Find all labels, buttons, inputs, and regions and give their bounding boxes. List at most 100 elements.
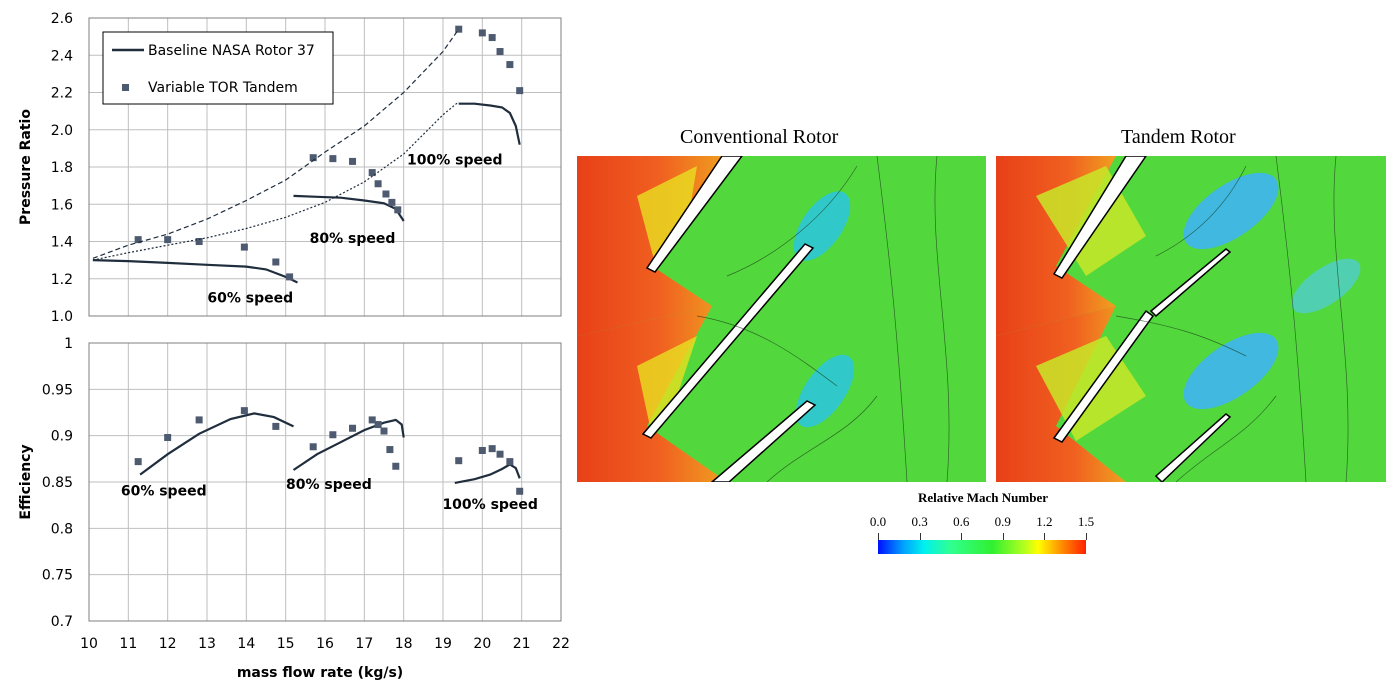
data-point: [349, 424, 357, 432]
y-axis-label: Pressure Ratio: [18, 109, 34, 225]
x-tick-label: 11: [119, 636, 137, 652]
colorbar-tick-mark: [919, 533, 921, 540]
contour-lines: [696, 156, 950, 482]
legend-box: [102, 31, 334, 105]
trend-line-dotted: [92, 101, 460, 261]
blade: [1154, 413, 1232, 482]
low-mach-region: [793, 191, 851, 261]
data-point: [349, 157, 357, 165]
data-point: [134, 236, 142, 244]
speed-annotation: 100% speed: [407, 153, 503, 169]
data-point: [309, 154, 317, 162]
conventional-rotor-title: Conventional Rotor: [680, 126, 839, 148]
data-point: [516, 87, 524, 95]
conventional-rotor-contour: [577, 156, 986, 482]
series-line: [454, 463, 521, 484]
y-tick-label: 2.2: [51, 86, 73, 102]
low-mach-region: [1291, 258, 1361, 314]
data-point: [380, 427, 388, 435]
blade: [1052, 156, 1147, 279]
series-line: [92, 259, 298, 284]
data-point: [394, 206, 402, 214]
x-tick-label: 13: [198, 636, 216, 652]
data-point: [164, 236, 172, 244]
y-tick-label: 1.4: [51, 235, 73, 251]
colorbar-tick-label: 0.6: [953, 514, 970, 529]
y-tick-label: 1.8: [51, 160, 73, 176]
y-tick-label: 1: [64, 336, 73, 352]
y-tick-label: 1.6: [51, 197, 73, 213]
data-point: [374, 421, 382, 429]
data-point: [272, 422, 280, 430]
x-tick-label: 14: [237, 636, 255, 652]
x-tick-label: 12: [159, 636, 177, 652]
y-tick-label: 1.0: [51, 309, 73, 325]
series-line: [139, 412, 294, 476]
trend-line-dashed: [92, 28, 460, 259]
colorbar-tick-mark: [961, 533, 963, 540]
legend-label-baseline: Baseline NASA Rotor 37: [148, 43, 315, 59]
data-point: [455, 25, 463, 33]
speed-annotation: 100% speed: [442, 497, 538, 513]
x-tick-label: 10: [80, 636, 98, 652]
data-point: [272, 258, 280, 266]
colorbar-tick-mark: [1086, 533, 1087, 540]
colorbar-tick-mark: [1044, 533, 1046, 540]
data-point: [329, 431, 337, 439]
data-point: [240, 407, 248, 415]
data-point: [496, 48, 504, 56]
low-mach-region: [1183, 172, 1279, 250]
colorbar-tick-label: 0.3: [911, 514, 928, 529]
data-point: [309, 443, 317, 451]
data-point: [368, 169, 376, 177]
data-point: [506, 61, 514, 69]
colorbar-tick-label: 1.2: [1036, 514, 1053, 529]
blade: [1149, 248, 1232, 318]
y-tick-label: 0.85: [42, 475, 73, 491]
x-tick-label: 19: [434, 636, 452, 652]
tandem-rotor-contour: [996, 156, 1386, 482]
colorbar-tick-label: 1.5: [1077, 514, 1095, 529]
tandem-rotor-title: Tandem Rotor: [1121, 126, 1236, 148]
colorbar-tick-mark: [1002, 533, 1004, 540]
data-point: [506, 458, 514, 466]
speed-annotation: 60% speed: [207, 290, 293, 306]
y-tick-label: 0.75: [42, 568, 73, 584]
y-tick-label: 0.95: [42, 382, 73, 398]
y-tick-label: 2.4: [51, 48, 73, 64]
low-mach-region: [1183, 332, 1279, 410]
performance-charts: 1.0 1.2 1.4 1.6 1.8 2.0 2.2 2.4 2.6 Pressure Rati…: [18, 11, 570, 681]
data-point: [164, 434, 172, 442]
x-axis-label: mass flow rate (kg/s): [237, 665, 403, 681]
colorbar-title: Relative Mach Number: [918, 490, 1048, 505]
data-point: [195, 238, 203, 245]
y-tick-label: 1.2: [51, 272, 73, 288]
y-tick-label: 0.9: [51, 429, 73, 445]
data-point: [488, 445, 496, 453]
legend-marker-swatch: [122, 84, 129, 91]
data-point: [368, 416, 376, 424]
plot-frame: [88, 342, 562, 622]
blade: [1052, 309, 1155, 443]
contour-lines: [1115, 156, 1349, 482]
data-point: [195, 416, 203, 424]
data-point: [478, 29, 486, 37]
series-line: [292, 418, 405, 471]
colorbar-tick-mark: [878, 533, 879, 540]
data-point: [388, 198, 396, 206]
y-tick-label: 0.8: [51, 521, 73, 537]
speed-annotation: 80% speed: [286, 477, 372, 493]
data-point: [286, 273, 294, 281]
data-point: [496, 450, 504, 458]
series-line: [293, 194, 405, 222]
x-tick-label: 21: [513, 636, 531, 652]
blade: [710, 400, 817, 482]
y-tick-label: 0.7: [51, 614, 73, 630]
data-point: [516, 487, 524, 495]
data-point: [134, 458, 142, 466]
x-tick-label: 16: [316, 636, 334, 652]
blade: [645, 156, 743, 273]
chart-legend: Baseline NASA Rotor 37 Variable TOR Tand…: [102, 31, 334, 105]
x-tick-label: 18: [395, 636, 413, 652]
x-tick-label: 22: [552, 636, 570, 652]
